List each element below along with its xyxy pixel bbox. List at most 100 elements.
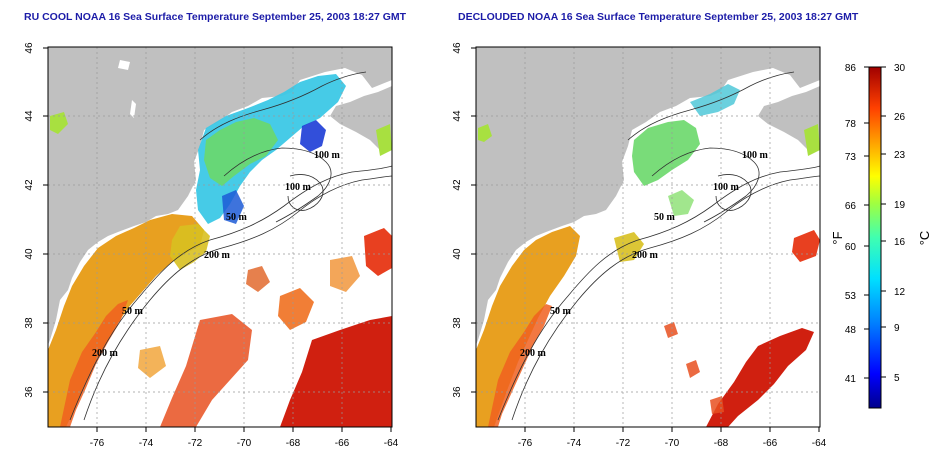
contour-label: 200 m: [632, 250, 659, 261]
lat-tick-label: 40: [452, 248, 463, 260]
temperature-colorbar: 86 78 73 66 60 53 48 41 30 26 23 19 16 1…: [830, 63, 932, 409]
lat-tick-label: 46: [24, 42, 35, 54]
axis-ticks: [471, 47, 820, 432]
lon-tick-label: -64: [384, 438, 399, 449]
lat-tick-label: 42: [24, 179, 35, 191]
celsius-tick: 23: [894, 150, 906, 161]
lat-tick-label: 36: [24, 386, 35, 398]
lon-tick-label: -72: [616, 438, 631, 449]
celsius-unit-label: °C: [917, 231, 932, 246]
map-grid: [476, 47, 820, 427]
fahrenheit-tick: 41: [845, 374, 857, 385]
contour-label: 100 m: [285, 182, 312, 193]
lake: [118, 60, 130, 70]
warm-patch-small: [664, 322, 678, 338]
celsius-tick: 12: [894, 287, 906, 298]
lake: [130, 100, 136, 118]
land-area: [476, 47, 820, 345]
contour-label: 50 m: [226, 212, 248, 223]
lat-tick-label: 42: [452, 179, 463, 191]
right-map-title: DECLOUDED NOAA 16 Sea Surface Temperatur…: [458, 11, 859, 23]
lon-tick-label: -70: [665, 438, 680, 449]
land-area: [48, 47, 392, 345]
contour-label: 200 m: [204, 250, 231, 261]
lon-tick-label: -74: [139, 438, 154, 449]
celsius-tick: 9: [894, 323, 900, 334]
lon-tick-label: -76: [518, 438, 533, 449]
left-map-title: RU COOL NOAA 16 Sea Surface Temperature …: [24, 11, 407, 23]
lon-tick-label: -74: [567, 438, 582, 449]
nova-scotia-land: [758, 86, 820, 150]
cold-blue-patch-2: [222, 190, 244, 224]
lon-tick-label: -64: [812, 438, 827, 449]
warm-patch-6: [138, 346, 166, 378]
warm-patch-3: [706, 328, 814, 427]
contour-label: 100 m: [742, 150, 769, 161]
map-grid: [48, 47, 392, 427]
shelf-green-patch: [668, 190, 694, 216]
gulf-cool-water: [690, 84, 740, 116]
lon-tick-label: -72: [188, 438, 203, 449]
lon-tick-label: -68: [286, 438, 301, 449]
warm-patch-3: [280, 316, 392, 427]
colorbar-gradient: [868, 66, 882, 409]
contour-label: 50 m: [122, 306, 144, 317]
contour-label: 200 m: [92, 348, 119, 359]
warm-eddy-1: [364, 228, 392, 276]
celsius-tick: 26: [894, 112, 906, 123]
left-sst-map: 100 m 100 m 50 m 200 m 50 m 200 m -76 -7…: [24, 42, 399, 449]
colorbar-ticks: [864, 66, 886, 379]
lon-tick-label: -70: [237, 438, 252, 449]
shelf-yellow-band: [170, 224, 210, 270]
lat-tick-label: 40: [24, 248, 35, 260]
fahrenheit-tick: 78: [845, 119, 857, 130]
warm-patch-2: [278, 288, 314, 330]
fahrenheit-unit-label: °F: [830, 231, 845, 244]
coastal-orange-band: [60, 300, 128, 427]
lon-tick-label: -66: [763, 438, 778, 449]
lat-tick-label: 38: [452, 317, 463, 329]
warm-patch-4: [160, 314, 252, 427]
celsius-tick: 19: [894, 200, 906, 211]
contour-label: 100 m: [713, 182, 740, 193]
gulf-green-water: [632, 120, 700, 186]
fahrenheit-tick: 73: [845, 152, 857, 163]
lat-tick-label: 44: [24, 110, 35, 122]
lat-tick-label: 38: [24, 317, 35, 329]
contour-label: 100 m: [314, 150, 341, 161]
celsius-tick: 30: [894, 63, 906, 74]
warm-patch-small: [710, 396, 724, 414]
lat-tick-label: 44: [452, 110, 463, 122]
celsius-tick: 16: [894, 237, 906, 248]
contour-label: 50 m: [654, 212, 676, 223]
lat-tick-label: 36: [452, 386, 463, 398]
celsius-tick: 5: [894, 373, 900, 384]
map-frame: [47, 46, 393, 428]
gulf-green-water: [204, 118, 278, 186]
contour-label: 50 m: [550, 306, 572, 317]
fahrenheit-tick: 66: [845, 201, 857, 212]
nova-scotia-land: [330, 86, 392, 150]
lon-tick-label: -68: [714, 438, 729, 449]
cool-spot-west: [478, 124, 492, 142]
cool-spot-east: [376, 124, 392, 156]
contour-label: 200 m: [520, 348, 547, 359]
lat-tick-label: 46: [452, 42, 463, 54]
cool-spot-west: [50, 112, 68, 134]
fahrenheit-tick: 86: [845, 63, 857, 74]
coastal-orange-band: [488, 304, 552, 427]
fahrenheit-tick: 48: [845, 325, 857, 336]
bathymetry-contours: [497, 71, 820, 421]
fahrenheit-tick: 60: [845, 242, 857, 253]
axis-ticks: [43, 47, 392, 432]
cool-spot-east: [804, 124, 820, 156]
cold-blue-patch: [300, 120, 326, 152]
right-declouded-map: 100 m 100 m 50 m 200 m 50 m 200 m -76 -7…: [452, 42, 827, 449]
fahrenheit-tick: 53: [845, 291, 857, 302]
lon-tick-label: -76: [90, 438, 105, 449]
warm-patch-7: [246, 266, 270, 292]
shelf-yellow-band: [614, 232, 644, 262]
warm-patch-small: [686, 360, 700, 378]
warm-patch-5: [330, 256, 360, 292]
lon-tick-label: -66: [335, 438, 350, 449]
